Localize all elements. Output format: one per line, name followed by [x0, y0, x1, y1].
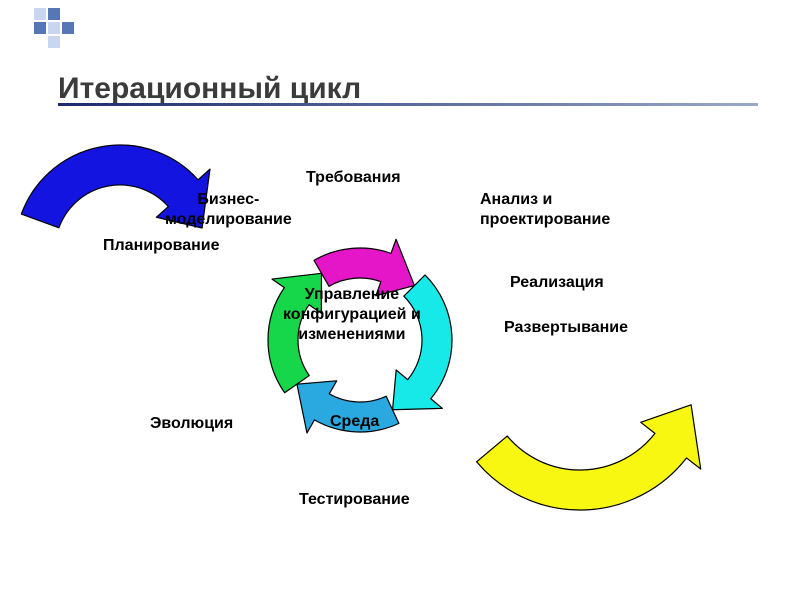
deco-sq	[62, 22, 74, 34]
deco-sq	[34, 22, 46, 34]
label-deployment: Развертывание	[504, 318, 628, 338]
deco-sq	[48, 22, 60, 34]
label-center: Управление конфигурацией и изменениями	[283, 285, 421, 345]
deco-sq	[34, 8, 46, 20]
deco-sq	[48, 36, 60, 48]
diagram-stage: Требования Бизнес- моделирование Планиро…	[0, 130, 800, 570]
label-testing: Тестирование	[299, 490, 410, 510]
slide-title: Итерационный цикл	[58, 72, 361, 106]
label-environment: Среда	[330, 412, 379, 432]
label-planning: Планирование	[103, 236, 220, 256]
label-implementation: Реализация	[510, 273, 604, 293]
label-evolution: Эволюция	[150, 414, 233, 434]
title-underline	[58, 103, 758, 106]
label-analysis: Анализ и проектирование	[480, 190, 610, 230]
label-business: Бизнес- моделирование	[165, 190, 292, 230]
deco-sq	[48, 8, 60, 20]
label-requirements: Требования	[306, 168, 401, 188]
